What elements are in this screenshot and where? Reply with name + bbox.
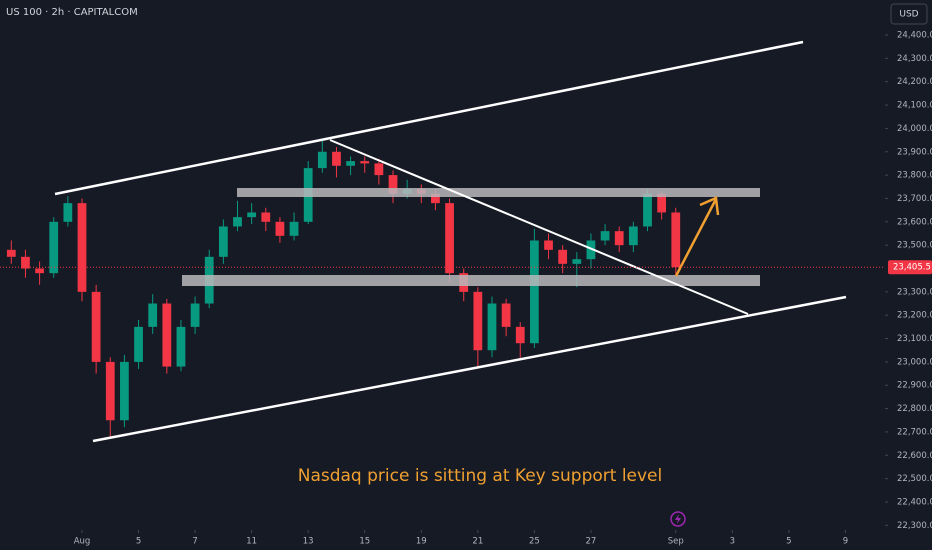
candle-body	[671, 212, 681, 268]
candle-body	[91, 291, 101, 362]
x-tick-label: 3	[730, 537, 735, 547]
candle-body	[21, 256, 30, 269]
candle-body	[600, 231, 610, 241]
y-tick-label: 24,100.0	[897, 101, 932, 111]
y-tick-label: 22,500.0	[897, 474, 932, 484]
candle-body	[105, 361, 115, 421]
y-tick-label: 23,200.0	[897, 311, 932, 321]
candle-body	[247, 212, 257, 218]
y-tick-label: 22,900.0	[897, 381, 932, 391]
candle-body	[530, 240, 539, 344]
x-tick-label: Sep	[668, 537, 684, 547]
candle-body	[332, 151, 341, 166]
symbol-title: US 100 · 2h · CAPITALCOM	[6, 7, 138, 18]
candle-body	[586, 240, 596, 260]
candle-body	[657, 193, 667, 213]
candle-body	[35, 268, 44, 274]
candle-body	[49, 221, 59, 274]
candle-body	[572, 259, 582, 264]
candle-body	[148, 303, 158, 327]
last-price-box	[888, 260, 932, 275]
candle-body	[431, 193, 440, 204]
candle-body	[176, 326, 186, 367]
candle-body	[6, 249, 16, 257]
candle-body	[558, 249, 568, 264]
candle-body	[445, 203, 454, 274]
y-tick-label: 24,300.0	[897, 54, 932, 64]
annotation: Nasdaq price is sitting at Key support l…	[298, 466, 663, 486]
currency-box[interactable]	[890, 3, 928, 25]
x-tick-label: 5	[786, 537, 791, 547]
x-tick-label: 9	[843, 537, 848, 547]
candle-body	[614, 231, 624, 246]
y-tick-label: 23,800.0	[897, 171, 932, 181]
y-tick-label: 22,300.0	[897, 521, 932, 531]
candle-body	[501, 303, 511, 327]
candle-body	[360, 161, 370, 164]
x-tick-label: 15	[359, 537, 370, 547]
y-tick-label: 24,400.0	[897, 31, 932, 41]
y-tick-label: 22,800.0	[897, 404, 932, 414]
lower-channel-line	[92, 295, 847, 443]
candle-body	[346, 161, 355, 166]
candle-body	[515, 326, 525, 344]
candle-body	[190, 303, 200, 327]
axes: 22,300.0 22,400.0 22,500.0 22,600.0 22,700.0…	[0, 31, 932, 547]
candle-body	[275, 221, 285, 236]
y-tick-label: 23,000.0	[897, 357, 932, 367]
y-tick-label: 22,700.0	[897, 427, 932, 437]
y-tick-label: 24,200.0	[897, 77, 932, 87]
y-tick-label: 23,300.0	[897, 287, 932, 297]
resistance-zone	[237, 188, 760, 197]
x-tick-label: 11	[246, 537, 257, 547]
candle-body	[233, 217, 242, 227]
x-tick-label: 25	[529, 537, 540, 547]
y-tick-label: 23,900.0	[897, 147, 932, 157]
upper-channel-line	[54, 40, 804, 196]
currency: USD	[899, 10, 918, 20]
candle-body	[487, 303, 497, 351]
y-tick-label: 23,100.0	[897, 334, 932, 344]
y-tick-label: 23,600.0	[897, 217, 932, 227]
candle-body	[317, 151, 327, 169]
x-tick-label: 21	[472, 537, 483, 547]
x-tick-label: 7	[192, 537, 197, 547]
y-tick-label: 23,500.0	[897, 241, 932, 251]
descending-trendline	[329, 139, 749, 315]
candle-body	[120, 361, 129, 421]
arrow	[674, 196, 720, 277]
x-tick-label: 19	[416, 537, 427, 547]
x-tick-label: 13	[303, 537, 314, 547]
candle-body	[261, 212, 271, 222]
y-tick-label: 22,600.0	[897, 451, 932, 461]
candle-body	[162, 303, 172, 367]
y-tick-label: 23,700.0	[897, 194, 932, 204]
candle-body	[374, 163, 384, 176]
candle-body	[388, 175, 398, 194]
y-tick-label: 24,000.0	[897, 124, 932, 134]
candle-body	[63, 203, 73, 222]
candle-body	[218, 226, 228, 257]
candle-body	[643, 193, 652, 227]
x-tick-label: 5	[136, 537, 141, 547]
candle-body	[544, 240, 553, 250]
x-tick-label: 27	[586, 537, 597, 547]
y-tick-label: 22,400.0	[897, 497, 932, 507]
support-zone	[182, 275, 760, 286]
candle-body	[473, 291, 483, 351]
candle-body	[77, 203, 87, 292]
last-price-label: 23,405.5	[893, 263, 931, 273]
x-tick-label: Aug	[74, 537, 91, 547]
candle-body	[134, 326, 143, 362]
candle-body	[289, 221, 299, 236]
event-icon[interactable]	[670, 511, 686, 527]
candle-body	[628, 226, 638, 246]
